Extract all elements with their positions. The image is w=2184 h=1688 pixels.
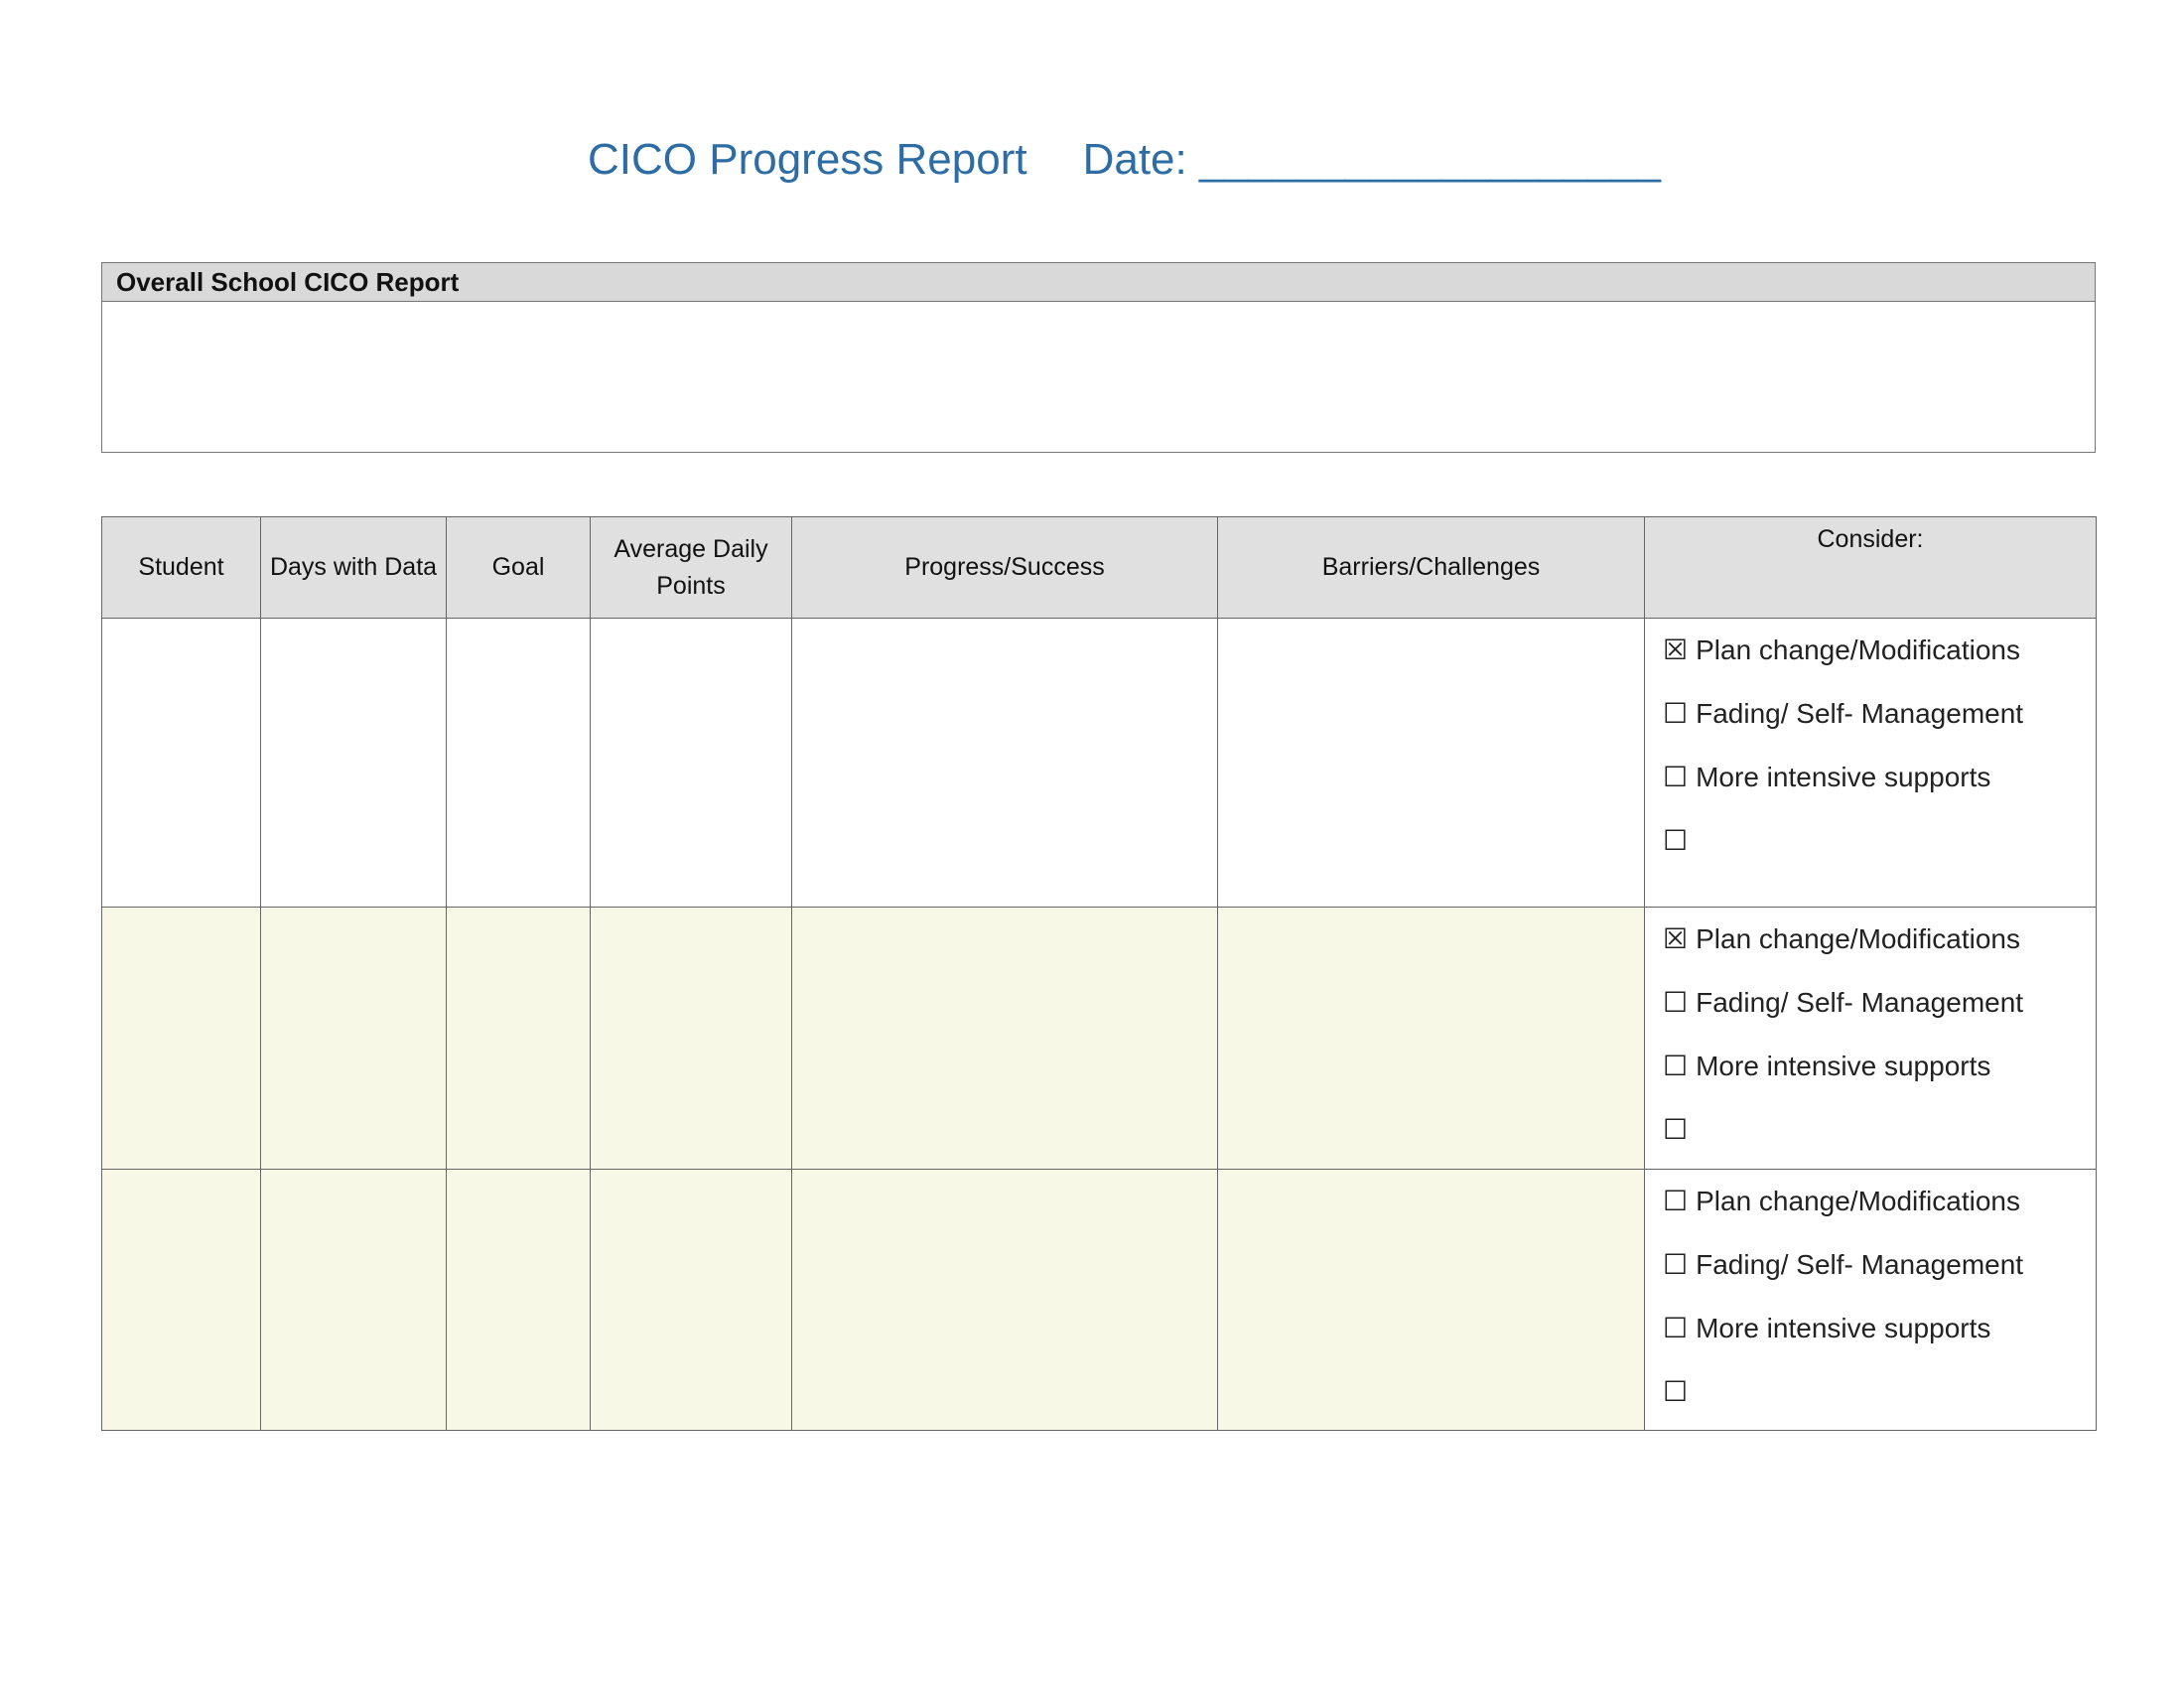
overall-heading: Overall School CICO Report [102,263,2095,302]
checkbox: ☐ [1663,1249,1689,1280]
checkbox: ☒ [1663,634,1689,665]
date-field: Date: ___________________ [1082,135,1661,184]
empty-cell [260,618,447,908]
checkbox-option: ☐ More intensive supports [1663,1297,2096,1360]
option-label: Fading/ Self- Management [1696,698,2024,729]
column-header: Consider: [1644,516,2097,619]
title: CICO Progress Report [588,135,1027,184]
empty-cell [1217,1169,1645,1431]
header: CICO Progress Report Date: ______________… [588,135,1680,185]
header-row: Student Days with Data Goal Average Daily P… [101,516,2097,619]
table-row: ☒ Plan change/Modifications ☐ Fading/ Self-… [101,618,2097,908]
consider-cell: ☒ Plan change/Modifications ☐ Fading/ Self-… [1644,907,2097,1170]
empty-cell [791,907,1218,1170]
option-label: Plan change/Modifications [1696,634,2020,665]
checkbox-option: ☐ [1663,1098,2096,1162]
checkbox: ☐ [1663,1376,1689,1407]
empty-cell [446,1169,591,1431]
empty-cell [446,618,591,908]
empty-cell [101,1169,261,1431]
checkbox-option: ☐ [1663,809,2096,873]
report-table: Student Days with Data Goal Average Daily P… [101,516,2097,1431]
checkbox: ☐ [1663,1051,1689,1081]
table-row: ☐ Plan change/Modifications ☐ Fading/ Self-… [101,1169,2097,1431]
checkbox: ☐ [1663,987,1689,1018]
checkbox-option: ☐ Fading/ Self- Management [1663,682,2096,746]
column-header: Progress/Success [791,516,1218,619]
empty-cell [446,907,591,1170]
empty-cell [590,907,792,1170]
option-label: Plan change/Modifications [1696,1186,2020,1216]
option-label: More intensive supports [1696,1313,1991,1343]
option-label: More intensive supports [1696,762,1991,792]
checkbox-option: ☐ Fading/ Self- Management [1663,971,2096,1035]
column-header: Days with Data [260,516,447,619]
checkbox-option: ☐ More intensive supports [1663,746,2096,809]
empty-cell [101,618,261,908]
checkbox-option: ☒ Plan change/Modifications [1663,908,2096,971]
empty-cell [791,618,1218,908]
checkbox: ☐ [1663,1186,1689,1216]
checkbox-option: ☐ Plan change/Modifications [1663,1170,2096,1233]
option-label: Fading/ Self- Management [1696,1249,2024,1280]
checkbox: ☐ [1663,825,1689,856]
column-header: Barriers/Challenges [1217,516,1645,619]
empty-cell [1217,907,1645,1170]
empty-cell [101,907,261,1170]
column-header: Average Daily Points [590,516,792,619]
option-label: Fading/ Self- Management [1696,987,2024,1018]
empty-cell [590,1169,792,1431]
checkbox: ☒ [1663,923,1689,954]
checkbox: ☐ [1663,1114,1689,1145]
empty-cell [590,618,792,908]
column-header: Student [101,516,261,619]
option-label: More intensive supports [1696,1051,1991,1081]
column-header: Goal [446,516,591,619]
checkbox-option: ☒ Plan change/Modifications [1663,619,2096,682]
checkbox: ☐ [1663,1313,1689,1343]
empty-cell [1217,618,1645,908]
checkbox: ☐ [1663,762,1689,792]
option-label: Plan change/Modifications [1696,923,2020,954]
table-body: ☒ Plan change/Modifications ☐ Fading/ Self-… [101,618,2097,1431]
checkbox-option: ☐ Fading/ Self- Management [1663,1233,2096,1297]
empty-cell [791,1169,1218,1431]
checkbox-option: ☐ More intensive supports [1663,1035,2096,1098]
checkbox-option: ☐ [1663,1360,2096,1424]
consider-cell: ☒ Plan change/Modifications ☐ Fading/ Self-… [1644,618,2097,908]
empty-cell [260,1169,447,1431]
empty-cell [260,907,447,1170]
checkbox: ☐ [1663,698,1689,729]
table-row: ☒ Plan change/Modifications ☐ Fading/ Self-… [101,907,2097,1170]
consider-cell: ☐ Plan change/Modifications ☐ Fading/ Self-… [1644,1169,2097,1431]
overall-box: Overall School CICO Report [101,262,2096,453]
